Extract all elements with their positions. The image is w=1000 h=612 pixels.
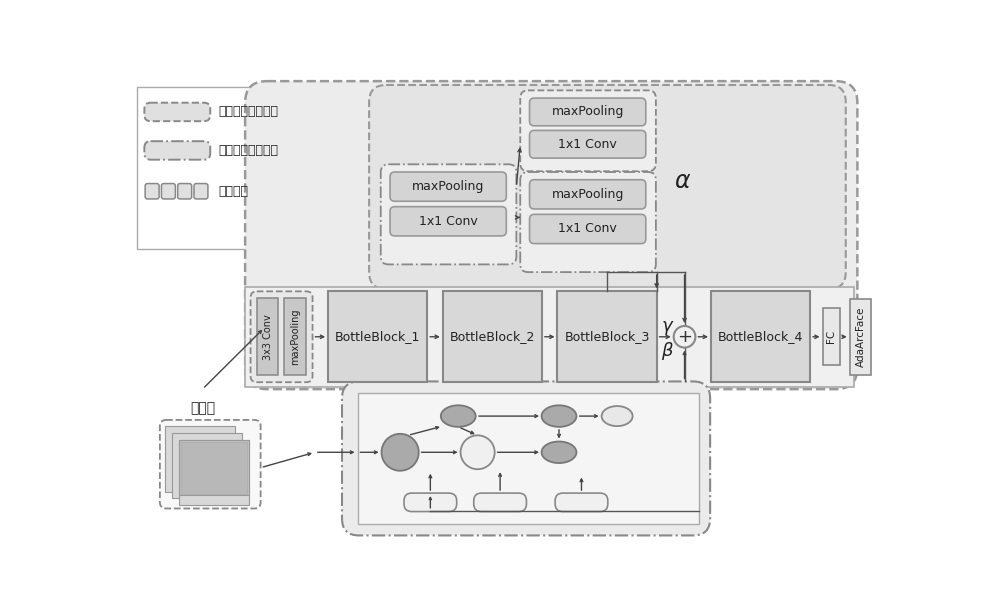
FancyBboxPatch shape <box>530 98 646 126</box>
Text: 关键帧: 关键帧 <box>190 401 215 416</box>
FancyBboxPatch shape <box>245 81 857 389</box>
Bar <box>179 440 249 495</box>
Text: maxPooling: maxPooling <box>551 188 624 201</box>
FancyBboxPatch shape <box>178 184 192 199</box>
Text: $\gamma$: $\gamma$ <box>661 318 674 337</box>
Text: 1x1 Conv: 1x1 Conv <box>558 138 617 151</box>
Bar <box>172 433 242 499</box>
Ellipse shape <box>441 405 476 427</box>
Bar <box>328 291 427 382</box>
Text: 3x3 Conv: 3x3 Conv <box>263 314 273 360</box>
Text: $\alpha$: $\alpha$ <box>674 170 692 193</box>
FancyBboxPatch shape <box>390 207 506 236</box>
Text: BottleBlock_4: BottleBlock_4 <box>718 330 803 343</box>
FancyBboxPatch shape <box>530 180 646 209</box>
Text: $\beta$: $\beta$ <box>661 340 674 362</box>
Text: 1x1 Conv: 1x1 Conv <box>558 223 617 236</box>
FancyBboxPatch shape <box>555 493 608 512</box>
Circle shape <box>461 435 495 469</box>
Bar <box>137 88 311 249</box>
FancyBboxPatch shape <box>381 164 516 264</box>
Bar <box>165 426 235 491</box>
Bar <box>711 291 810 382</box>
Bar <box>822 308 840 365</box>
FancyBboxPatch shape <box>161 184 175 199</box>
FancyBboxPatch shape <box>404 493 457 512</box>
FancyBboxPatch shape <box>530 214 646 244</box>
Bar <box>443 291 542 382</box>
Bar <box>179 440 249 506</box>
FancyBboxPatch shape <box>194 184 208 199</box>
Bar <box>557 291 657 382</box>
Circle shape <box>382 434 419 471</box>
Bar <box>284 298 306 375</box>
FancyBboxPatch shape <box>145 184 159 199</box>
Text: +: + <box>677 328 692 346</box>
FancyBboxPatch shape <box>369 85 846 289</box>
FancyBboxPatch shape <box>342 381 710 536</box>
Text: 时间特征提取模块: 时间特征提取模块 <box>218 144 278 157</box>
FancyBboxPatch shape <box>474 493 526 512</box>
Text: 骨干网络: 骨干网络 <box>218 185 248 198</box>
Text: BottleBlock_3: BottleBlock_3 <box>564 330 650 343</box>
Bar <box>257 298 278 375</box>
Bar <box>245 287 854 387</box>
FancyBboxPatch shape <box>144 141 210 160</box>
Text: 1x1 Conv: 1x1 Conv <box>419 215 478 228</box>
Bar <box>181 441 247 494</box>
Bar <box>850 299 871 375</box>
FancyBboxPatch shape <box>390 172 506 201</box>
FancyBboxPatch shape <box>160 420 261 509</box>
Ellipse shape <box>542 405 576 427</box>
Text: maxPooling: maxPooling <box>551 105 624 119</box>
Bar <box>358 393 698 524</box>
Text: FC: FC <box>826 330 836 343</box>
Text: BottleBlock_1: BottleBlock_1 <box>335 330 420 343</box>
Text: maxPooling: maxPooling <box>290 308 300 365</box>
Ellipse shape <box>602 406 633 426</box>
Circle shape <box>674 326 695 348</box>
FancyBboxPatch shape <box>144 103 210 121</box>
FancyBboxPatch shape <box>520 91 656 171</box>
Text: maxPooling: maxPooling <box>412 180 484 193</box>
FancyBboxPatch shape <box>530 130 646 158</box>
Text: BottleBlock_2: BottleBlock_2 <box>450 330 535 343</box>
FancyBboxPatch shape <box>520 172 656 272</box>
Text: AdaArcFace: AdaArcFace <box>855 307 865 367</box>
Text: 空间特征融合模块: 空间特征融合模块 <box>218 105 278 119</box>
Ellipse shape <box>542 441 576 463</box>
FancyBboxPatch shape <box>251 291 313 382</box>
